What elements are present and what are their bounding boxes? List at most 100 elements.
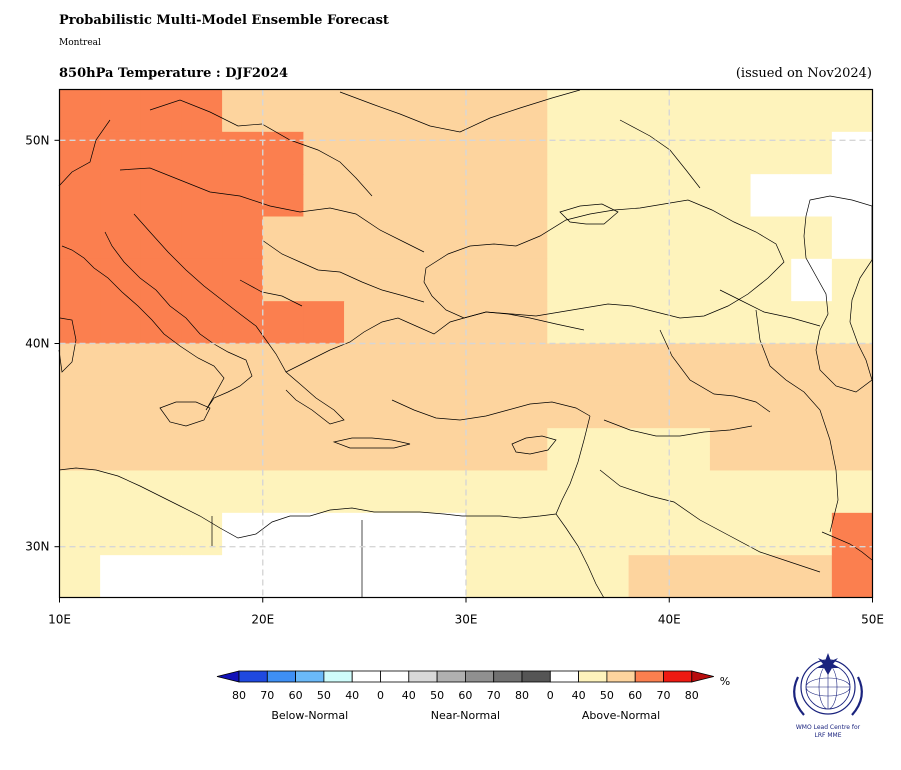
forecast-cell [750, 555, 792, 598]
forecast-cell [547, 258, 589, 302]
forecast-cell [709, 258, 752, 302]
forecast-cell [506, 385, 548, 429]
forecast-cell [709, 512, 752, 556]
forecast-cell [140, 216, 182, 260]
forecast-cell [831, 89, 873, 133]
variable-label: 850hPa Temperature : DJF2024 [59, 66, 289, 81]
forecast-cell [100, 512, 142, 556]
forecast-cell [791, 343, 833, 387]
forecast-cell [547, 174, 589, 217]
forecast-cell [303, 343, 345, 387]
forecast-cell [344, 385, 386, 429]
forecast-cell [425, 89, 467, 133]
forecast-cell [506, 216, 548, 260]
colorbar-tick-label: 50 [600, 689, 614, 702]
forecast-cell [628, 555, 670, 598]
forecast-cell [222, 512, 264, 556]
forecast-cell [59, 428, 101, 471]
lon-tick-label: 10E [48, 613, 71, 627]
forecast-cell [384, 174, 426, 217]
forecast-cell [587, 555, 630, 598]
forecast-cell [709, 174, 752, 217]
colorbar-swatch [323, 670, 353, 683]
forecast-cell [750, 258, 792, 302]
colorbar-swatch [634, 670, 664, 683]
forecast-cell [709, 89, 752, 133]
forecast-cell [59, 385, 101, 429]
forecast-cell [466, 343, 508, 387]
forecast-cell [100, 89, 142, 133]
colorbar-tick-label: 40 [345, 689, 359, 702]
colorbar-tick-label: 0 [547, 689, 554, 702]
forecast-cell [791, 512, 833, 556]
colorbar-tick-label: 40 [402, 689, 416, 702]
wmo-laurel-icon [793, 676, 863, 716]
forecast-cell [506, 131, 548, 175]
forecast-cell [709, 428, 752, 471]
forecast-cell [425, 216, 467, 260]
forecast-cell [831, 555, 873, 598]
forecast-cell [669, 428, 711, 471]
forecast-cell [303, 301, 345, 344]
forecast-cell [425, 512, 467, 556]
colorbar-swatch [606, 670, 636, 683]
forecast-cell [587, 89, 630, 133]
forecast-cell [344, 258, 386, 302]
border-line [239, 279, 303, 307]
lon-tick-label: 30E [455, 613, 478, 627]
forecast-cell [100, 258, 142, 302]
forecast-cell [140, 258, 182, 302]
forecast-cell [303, 428, 345, 471]
forecast-cell [262, 301, 304, 344]
forecast-cell [59, 512, 101, 556]
forecast-cell [506, 89, 548, 133]
forecast-cell [547, 512, 589, 556]
forecast-cell [506, 428, 548, 471]
gulf-coast [821, 531, 873, 561]
colorbar-group-label: Above-Normal [582, 709, 660, 722]
forecast-cell [709, 385, 752, 429]
nile-delta-coast [462, 513, 557, 519]
colorbar-tick-label: 60 [628, 689, 642, 702]
forecast-cell [344, 470, 386, 514]
colorbar-tick-label: 70 [260, 689, 274, 702]
forecast-cell [303, 216, 345, 260]
colorbar-group-label: Near-Normal [431, 709, 500, 722]
forecast-cell [425, 343, 467, 387]
forecast-cell [59, 258, 101, 302]
forecast-cell [344, 301, 386, 344]
forecast-cell [59, 131, 101, 175]
forecast-cell [425, 174, 467, 217]
forecast-cell [181, 555, 223, 598]
forecast-cell [506, 470, 548, 514]
lat-tick-label: 40N [25, 337, 49, 351]
forecast-cell [506, 258, 548, 302]
border-line [149, 99, 373, 197]
forecast-cell [669, 258, 711, 302]
forecast-cell [384, 131, 426, 175]
forecast-cell [547, 385, 589, 429]
forecast-cell [506, 343, 548, 387]
forecast-cell [506, 301, 548, 344]
wmo-star-icon [816, 653, 840, 675]
forecast-cell [587, 385, 630, 429]
forecast-cell [466, 301, 508, 344]
forecast-cell [59, 301, 101, 344]
forecast-cell [384, 258, 426, 302]
forecast-cell [669, 512, 711, 556]
forecast-cell [628, 428, 670, 471]
azov-coast [559, 203, 619, 225]
forecast-cell [384, 512, 426, 556]
logo-line-1: WMO Lead Centre for [796, 724, 861, 731]
forecast-cell [100, 174, 142, 217]
forecast-cell [384, 216, 426, 260]
issued-date: (issued on Nov2024) [735, 66, 872, 81]
forecast-cell [506, 555, 548, 598]
forecast-cell [831, 258, 873, 302]
colorbar-swatch [295, 670, 325, 683]
forecast-cell [100, 470, 142, 514]
forecast-cell [100, 131, 142, 175]
forecast-cell [344, 89, 386, 133]
forecast-cell [669, 174, 711, 217]
